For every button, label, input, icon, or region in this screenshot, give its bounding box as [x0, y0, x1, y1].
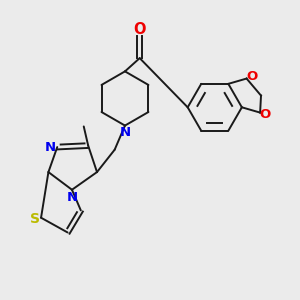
Text: N: N — [66, 190, 77, 204]
Text: O: O — [246, 70, 257, 83]
Text: N: N — [44, 141, 56, 154]
Text: O: O — [134, 22, 146, 37]
Text: O: O — [260, 109, 271, 122]
Text: N: N — [119, 125, 130, 139]
Text: S: S — [30, 212, 40, 226]
